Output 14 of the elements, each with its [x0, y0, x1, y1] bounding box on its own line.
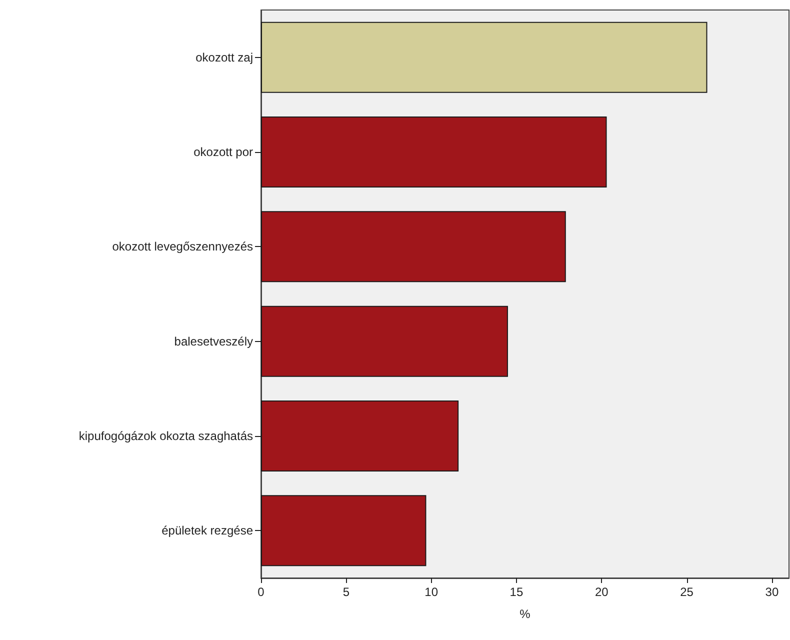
y-tick-label: épületek rezgése [162, 524, 254, 538]
y-tick-label: okozott zaj [196, 50, 253, 64]
x-tick-label: 0 [258, 585, 265, 599]
x-tick-label: 25 [680, 585, 694, 599]
x-tick-label: 10 [424, 585, 438, 599]
x-tick-label: 15 [510, 585, 524, 599]
x-tick-label: 30 [765, 585, 779, 599]
x-tick-label: 5 [342, 585, 350, 599]
y-tick-label: kipufogógázok okozta szaghatás [78, 429, 253, 443]
x-tick-label: 20 [594, 585, 609, 599]
y-tick-label: okozott por [194, 145, 253, 159]
x-axis-title: % [520, 607, 531, 621]
y-tick-label: balesetveszély [174, 334, 253, 348]
y-tick-label: okozott levegőszennyezés [112, 240, 253, 254]
